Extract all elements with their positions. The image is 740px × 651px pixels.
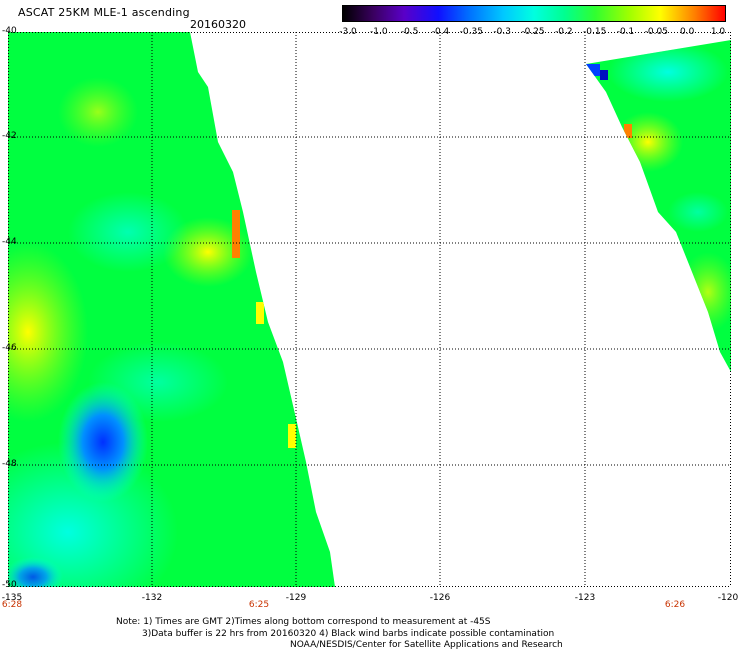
lat-label: -44 — [2, 237, 17, 247]
colorbar-tick-label: -0.3 — [493, 27, 511, 37]
left-swath — [8, 32, 335, 587]
time-label: 6:26 — [664, 600, 686, 610]
note-line-2: 3)Data buffer is 22 hrs from 20160320 4)… — [142, 629, 555, 639]
lon-label: -129 — [285, 593, 307, 603]
colorbar-tick-label: -1.0 — [370, 27, 388, 37]
lon-label: -132 — [141, 593, 163, 603]
right-swath — [586, 40, 731, 372]
lon-label: -135 — [1, 593, 23, 603]
swath-map — [8, 32, 731, 587]
colorbar — [342, 5, 726, 22]
time-label: 6:25 — [248, 600, 270, 610]
time-label: 6:28 — [1, 600, 23, 610]
lat-label: -42 — [2, 131, 17, 141]
colorbar-tick-label: 1.0 — [710, 27, 726, 37]
lon-label: -126 — [429, 593, 451, 603]
note-line-3: NOAA/NESDIS/Center for Satellite Applica… — [290, 640, 563, 650]
product-date: 20160320 — [190, 18, 246, 31]
lat-label: -40 — [2, 26, 17, 36]
lat-label: -50 — [2, 580, 17, 590]
colorbar-tick-label: 0.0 — [679, 27, 695, 37]
colorbar-tick-label: -0.1 — [616, 27, 635, 37]
colorbar-tick-label: -0.35 — [459, 27, 483, 37]
lon-label: -123 — [574, 593, 596, 603]
lat-lon-grid — [8, 32, 731, 587]
colorbar-tick-label: -0.15 — [583, 27, 607, 37]
note-line-1: Note: 1) Times are GMT 2)Times along bot… — [116, 617, 491, 627]
product-title: ASCAT 25KM MLE-1 ascending — [18, 6, 190, 19]
colorbar-tick-label: -0.5 — [400, 27, 419, 37]
lon-label: -120 — [717, 593, 739, 603]
lat-label: -48 — [2, 459, 17, 469]
lat-label: -46 — [2, 343, 17, 353]
